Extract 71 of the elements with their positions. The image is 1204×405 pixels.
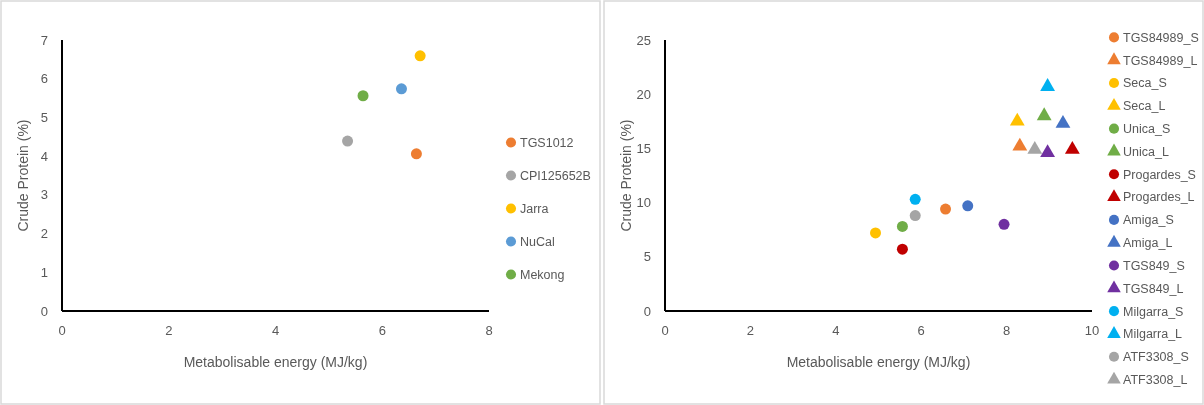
y-tick-label: 10 <box>636 195 651 211</box>
point <box>998 218 1010 230</box>
y-tick-label: 15 <box>636 140 651 156</box>
y-axis-title: Crude Protein (%) <box>618 119 634 232</box>
x-tick-label: 4 <box>832 323 840 338</box>
legend-label: TGS849_S <box>1123 258 1185 273</box>
point <box>395 83 407 95</box>
point <box>940 203 952 215</box>
point <box>1040 78 1055 91</box>
x-axis-title: Metabolisable energy (MJ/kg) <box>183 354 368 370</box>
point <box>1036 107 1052 121</box>
point <box>1055 114 1071 128</box>
point <box>896 220 908 232</box>
y-tick-label: 3 <box>40 187 48 203</box>
point <box>962 200 974 212</box>
y-tick-label: 5 <box>643 249 651 265</box>
point <box>1012 137 1028 151</box>
legend-label: TGS849_L <box>1123 281 1184 296</box>
point <box>909 210 921 222</box>
x-tick-label: 6 <box>378 323 386 338</box>
y-tick-label: 20 <box>636 86 651 102</box>
legend-label: Unica_L <box>1123 144 1169 159</box>
legend-label: TGS1012 <box>520 135 574 150</box>
y-tick-label: 1 <box>40 264 48 280</box>
y-tick-label: 4 <box>40 148 48 164</box>
legend-label: Unica_S <box>1123 122 1171 137</box>
y-tick-label: 0 <box>40 303 48 319</box>
legend-label: TGS84989_L <box>1123 53 1198 68</box>
x-tick-label: 8 <box>485 323 493 338</box>
x-tick-label: 8 <box>1002 323 1011 338</box>
legend-label: Progardes_S <box>1123 167 1196 182</box>
x-tick-label: 0 <box>661 323 669 338</box>
legend-label: Milgarra_L <box>1123 327 1183 342</box>
x-axis-title: Metabolisable energy (MJ/kg) <box>786 354 971 370</box>
point <box>410 148 422 160</box>
legend-label: ATF3308_L <box>1123 372 1188 387</box>
point <box>896 243 908 255</box>
legend-label: Seca_L <box>1123 99 1166 114</box>
x-tick-label: 4 <box>271 323 280 338</box>
legend-label: Mekong <box>520 267 565 282</box>
point <box>342 135 354 147</box>
y-axis-title: Crude Protein (%) <box>15 119 31 232</box>
point <box>414 50 426 62</box>
point <box>357 90 369 102</box>
point <box>1009 112 1025 126</box>
legend-label: Amiga_S <box>1123 213 1174 228</box>
legend-label: ATF3308_S <box>1123 350 1189 365</box>
point <box>1027 140 1043 154</box>
y-tick-label: 25 <box>636 32 651 48</box>
x-tick-label: 0 <box>58 323 66 338</box>
y-tick-label: 7 <box>40 32 48 48</box>
x-tick-label: 2 <box>746 323 755 338</box>
legend-label: NuCal <box>520 234 555 249</box>
point <box>870 227 882 239</box>
legend-label: Amiga_L <box>1123 236 1173 251</box>
y-tick-label: 5 <box>40 109 48 125</box>
legend-label: Seca_S <box>1123 76 1167 91</box>
legend-label: Jarra <box>520 201 549 216</box>
x-tick-label: 6 <box>917 323 925 338</box>
y-tick-label: 0 <box>643 303 651 319</box>
y-tick-label: 2 <box>40 226 48 242</box>
x-tick-label: 10 <box>1084 323 1100 338</box>
point <box>909 193 921 205</box>
y-tick-label: 6 <box>40 71 48 87</box>
legend-label: TGS84989_S <box>1123 30 1199 45</box>
legend-label: Progardes_L <box>1123 190 1195 205</box>
legend-label: CPI125652B <box>520 168 591 183</box>
legend-label: Milgarra_S <box>1123 304 1184 319</box>
point <box>1040 144 1055 158</box>
x-tick-label: 2 <box>165 323 173 338</box>
point <box>1064 140 1080 154</box>
